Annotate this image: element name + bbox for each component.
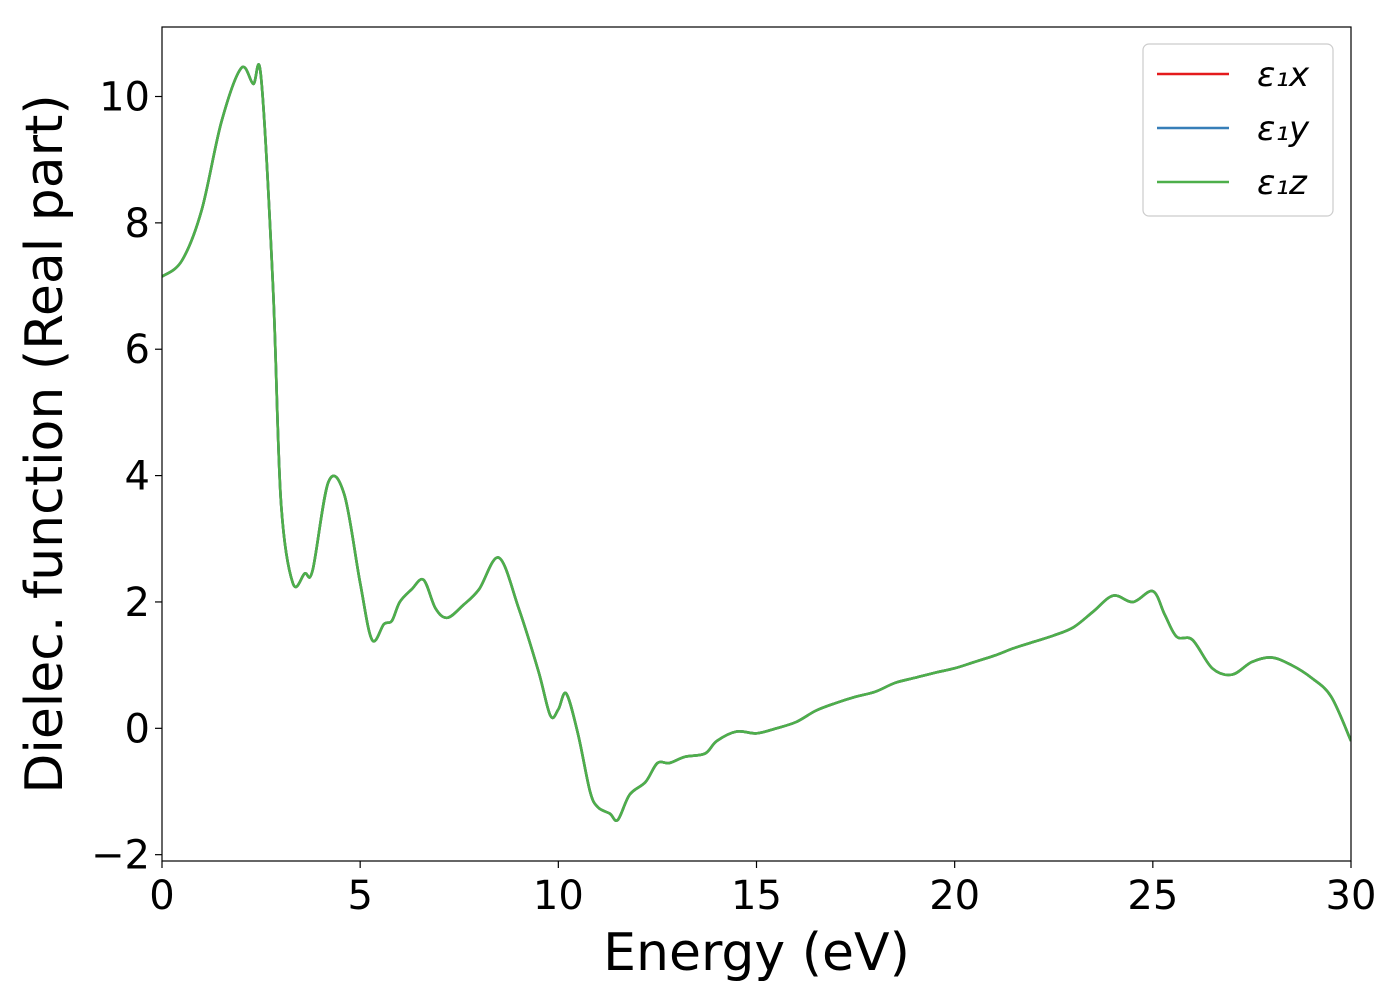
y-tick-label: 10 (99, 75, 150, 121)
y-axis-ticks: −2 0 2 4 6 8 10 (91, 75, 162, 879)
series-line-3 (162, 63, 1351, 822)
y-tick-label: −2 (91, 833, 150, 879)
y-tick-label: 8 (125, 201, 150, 247)
legend-entry-1: ε₁x (1257, 55, 1310, 95)
y-tick-label: 4 (125, 454, 150, 500)
x-tick-label: 20 (929, 873, 980, 919)
x-tick-label: 10 (533, 873, 584, 919)
y-axis-label: Dielec. function (Real part) (15, 94, 75, 793)
x-axis-ticks: 0 5 10 15 20 25 30 (149, 861, 1376, 919)
x-tick-label: 5 (347, 873, 372, 919)
legend: ε₁x ε₁y ε₁z (1142, 43, 1334, 217)
series-layer (162, 63, 1351, 822)
legend-box (1142, 43, 1334, 217)
y-tick-label: 6 (125, 327, 150, 373)
x-tick-label: 0 (149, 873, 174, 919)
y-tick-label: 2 (125, 580, 150, 626)
x-tick-label: 25 (1127, 873, 1178, 919)
x-axis-label: Energy (eV) (603, 923, 910, 983)
x-tick-label: 30 (1326, 873, 1377, 919)
legend-entry-2: ε₁y (1257, 109, 1310, 149)
x-tick-label: 15 (731, 873, 782, 919)
legend-entry-3: ε₁z (1257, 163, 1308, 203)
y-tick-label: 0 (125, 706, 150, 752)
